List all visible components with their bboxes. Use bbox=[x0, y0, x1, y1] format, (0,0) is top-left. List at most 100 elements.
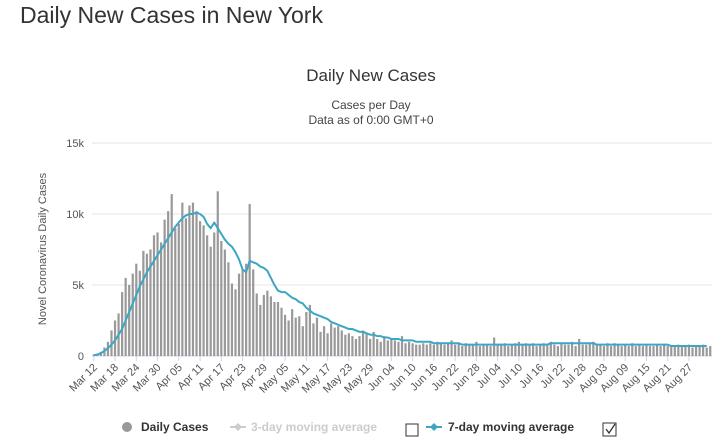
avg7-checkbox[interactable] bbox=[602, 422, 617, 437]
daily-cases-bar bbox=[128, 285, 131, 356]
daily-cases-bar bbox=[521, 344, 524, 356]
daily-cases-bar bbox=[337, 326, 340, 356]
daily-cases-bar bbox=[570, 341, 574, 356]
daily-cases-bar bbox=[280, 307, 283, 356]
daily-cases-bar bbox=[659, 346, 662, 356]
daily-cases-bar bbox=[691, 347, 694, 356]
daily-cases-bar bbox=[145, 253, 149, 356]
daily-cases-bar bbox=[135, 263, 138, 356]
daily-cases-bar bbox=[365, 333, 368, 356]
daily-cases-bar bbox=[641, 346, 645, 356]
daily-cases-bar bbox=[170, 194, 173, 356]
daily-cases-bar bbox=[645, 344, 648, 356]
daily-cases-bar bbox=[528, 344, 531, 356]
daily-cases-bar bbox=[386, 340, 389, 356]
daily-cases-bar bbox=[294, 317, 297, 356]
legend-item-7day-average[interactable]: 7-day moving average bbox=[426, 420, 574, 434]
legend-item-daily-cases[interactable]: Daily Cases bbox=[122, 420, 209, 434]
daily-cases-bar bbox=[223, 249, 226, 356]
daily-cases-bar bbox=[184, 218, 187, 356]
daily-cases-marker-icon bbox=[122, 422, 132, 432]
daily-cases-bar bbox=[181, 202, 184, 356]
daily-cases-bar bbox=[216, 191, 219, 356]
daily-cases-bar bbox=[351, 336, 354, 356]
daily-cases-bar bbox=[677, 344, 680, 356]
daily-cases-bar bbox=[330, 323, 333, 356]
daily-cases-bar bbox=[407, 341, 411, 356]
daily-cases-bar bbox=[574, 346, 577, 356]
daily-cases-bar bbox=[436, 341, 439, 356]
daily-cases-bar bbox=[167, 211, 170, 356]
avg3-diamond-icon bbox=[234, 423, 242, 431]
daily-cases-bar bbox=[283, 314, 287, 356]
daily-cases-bar bbox=[333, 327, 336, 356]
daily-cases-bar bbox=[627, 346, 630, 356]
daily-cases-bar bbox=[531, 343, 535, 356]
daily-cases-bar bbox=[475, 341, 478, 356]
daily-cases-bar bbox=[418, 344, 421, 356]
daily-cases-bar bbox=[500, 344, 503, 356]
daily-cases-bar bbox=[507, 346, 510, 356]
daily-cases-bar bbox=[312, 323, 315, 356]
daily-cases-bar bbox=[461, 346, 464, 356]
daily-cases-bar bbox=[556, 346, 559, 356]
daily-cases-bar bbox=[606, 343, 609, 356]
daily-cases-bar bbox=[305, 311, 308, 356]
daily-cases-bar bbox=[191, 202, 195, 356]
daily-cases-bar bbox=[234, 289, 237, 356]
daily-cases-bar bbox=[581, 344, 584, 356]
daily-cases-bar bbox=[322, 326, 326, 356]
daily-cases-bar bbox=[241, 269, 244, 356]
daily-cases-bar bbox=[429, 343, 432, 356]
legend-daily-cases-label: Daily Cases bbox=[141, 420, 209, 434]
daily-cases-bar bbox=[443, 344, 446, 356]
daily-cases-bar bbox=[379, 341, 382, 356]
daily-cases-bar bbox=[255, 293, 258, 356]
line-layer bbox=[93, 211, 707, 357]
daily-cases-bar bbox=[202, 225, 205, 356]
daily-cases-bar bbox=[648, 346, 652, 356]
daily-cases-bar bbox=[422, 343, 425, 356]
daily-cases-bar bbox=[276, 302, 280, 356]
daily-cases-bar bbox=[156, 232, 159, 356]
daily-cases-bar bbox=[252, 269, 255, 356]
daily-cases-bar bbox=[684, 346, 687, 356]
daily-cases-bar bbox=[524, 343, 528, 356]
daily-cases-bar bbox=[237, 273, 241, 356]
daily-cases-bar bbox=[138, 270, 141, 356]
daily-cases-bar bbox=[319, 331, 322, 356]
daily-cases-bar bbox=[177, 223, 180, 356]
daily-cases-bar bbox=[702, 344, 705, 356]
daily-cases-bar bbox=[464, 343, 467, 356]
bar-layer bbox=[92, 191, 712, 356]
daily-cases-bar bbox=[602, 346, 606, 356]
daily-cases-bar bbox=[301, 326, 304, 356]
daily-cases-bar bbox=[517, 341, 521, 356]
avg7-diamond-icon bbox=[430, 423, 438, 431]
y-tick-label: 10k bbox=[66, 209, 84, 221]
daily-cases-bar bbox=[425, 344, 428, 356]
y-axis-label: Novel Coronavirus Daily Cases bbox=[37, 172, 49, 325]
avg3-checkbox[interactable] bbox=[405, 423, 419, 437]
daily-cases-bar bbox=[369, 338, 372, 356]
daily-cases-bar bbox=[670, 346, 673, 356]
daily-cases-bar bbox=[163, 219, 166, 356]
daily-cases-bar bbox=[291, 309, 294, 356]
daily-cases-bar bbox=[663, 344, 666, 356]
daily-cases-bar bbox=[680, 346, 683, 356]
daily-cases-bar bbox=[457, 343, 460, 356]
daily-cases-bar bbox=[652, 346, 655, 356]
legend-item-3day-average[interactable]: 3-day moving average bbox=[230, 420, 377, 434]
daily-cases-bar bbox=[567, 344, 570, 356]
daily-cases-bar bbox=[340, 330, 343, 356]
daily-cases-bar bbox=[411, 343, 414, 356]
daily-cases-bar bbox=[539, 344, 542, 356]
daily-cases-bar bbox=[694, 346, 698, 356]
daily-cases-bar bbox=[595, 344, 598, 356]
daily-cases-bar bbox=[503, 343, 506, 356]
daily-cases-bar bbox=[393, 340, 397, 356]
daily-cases-bar bbox=[471, 344, 474, 356]
daily-cases-bar bbox=[454, 344, 457, 356]
daily-cases-bar bbox=[209, 246, 212, 356]
